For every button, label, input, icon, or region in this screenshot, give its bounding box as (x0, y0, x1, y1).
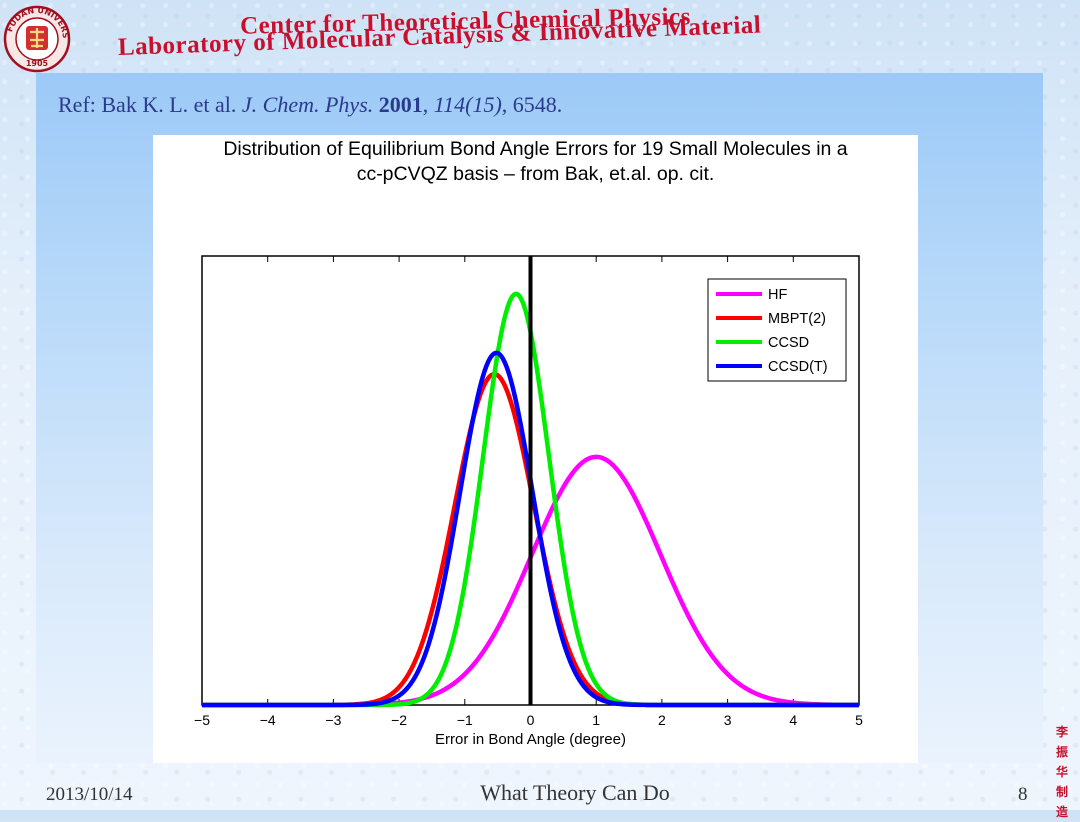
ref-volume: 114(15) (433, 92, 502, 117)
x-tick-label: 0 (527, 712, 535, 728)
ref-pages: 6548. (512, 92, 563, 117)
legend-label: MBPT(2) (768, 311, 826, 327)
chart-title-line1: Distribution of Equilibrium Bond Angle E… (223, 138, 848, 160)
reference-citation: Ref: Bak K. L. et al. J. Chem. Phys. 200… (58, 92, 562, 118)
chart-title-line2: cc-pCVQZ basis – from Bak, et.al. op. ci… (356, 163, 715, 185)
x-tick-label: −2 (391, 712, 407, 728)
legend-label: CCSD (768, 335, 809, 351)
x-tick-label: 1 (592, 712, 600, 728)
footer-date: 2013/10/14 (46, 784, 133, 805)
x-tick-label: −4 (260, 712, 276, 728)
seal-char: 制 (1055, 785, 1068, 799)
x-tick-label: 5 (855, 712, 863, 728)
chart-container: Distribution of Equilibrium Bond Angle E… (153, 135, 918, 763)
x-tick-label: 4 (789, 712, 797, 728)
university-seal-icon: FUDAN UNIVERSITY 1905 (2, 4, 71, 73)
page-number: 8 (1018, 784, 1028, 805)
x-tick-label: −3 (325, 712, 341, 728)
ref-prefix: Ref: Bak K. L. et al. (58, 92, 242, 117)
ref-year: 2001 (378, 92, 423, 117)
seal-char: 造 (1055, 805, 1068, 819)
x-tick-label: −5 (194, 712, 210, 728)
seal-char: 振 (1055, 745, 1068, 759)
seal-char: 李 (1055, 725, 1068, 739)
x-tick-label: 3 (724, 712, 732, 728)
logo-year: 1905 (26, 59, 49, 68)
ref-sep2: , (422, 92, 434, 117)
chart-title: Distribution of Equilibrium Bond Angle E… (153, 137, 918, 187)
slide-header: FUDAN UNIVERSITY 1905 Center for Theoret… (0, 0, 1080, 75)
seal-char: 华 (1055, 765, 1068, 779)
x-axis-label: Error in Bond Angle (degree) (435, 731, 626, 748)
footer-title: What Theory Can Do (480, 780, 670, 805)
x-tick-label: −1 (457, 712, 473, 728)
author-seal: 李 振 华 制 造 (1050, 722, 1074, 819)
x-tick-label: 2 (658, 712, 666, 728)
ref-sep3: , (501, 92, 513, 117)
distribution-plot: −5 −4 −3 −2 −1 0 1 2 3 4 5 Error in Bond Angle (deg… (194, 255, 863, 748)
ref-journal: J. Chem. Phys. (241, 92, 374, 117)
legend-label: HF (768, 287, 787, 303)
legend-label: CCSD(T) (768, 359, 828, 375)
